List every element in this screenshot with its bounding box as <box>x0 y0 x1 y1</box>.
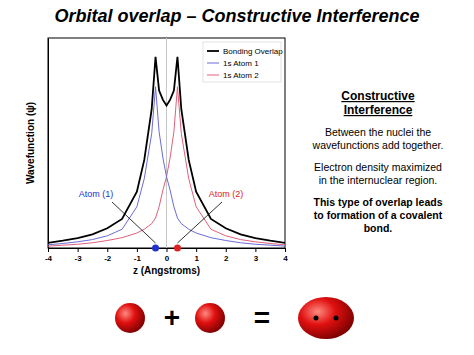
side-paragraph: Between the nuclei the <box>325 126 431 138</box>
x-tick: -3 <box>75 248 83 263</box>
side-paragraph: Electron density maximized <box>314 161 442 173</box>
y-axis-title: Wavefunction (ψ) <box>25 102 36 184</box>
x-tick-label: 0 <box>165 254 170 263</box>
x-tick: 2 <box>224 248 229 263</box>
legend-label: 1s Atom 2 <box>223 71 259 80</box>
annotation-arrow <box>177 202 222 243</box>
side-conclusion: bond. <box>364 222 393 234</box>
reference-line <box>166 38 167 248</box>
x-tick: -4 <box>45 248 53 263</box>
plot-area <box>48 57 285 246</box>
x-tick-mark <box>167 248 168 252</box>
side-paragraph: in the internuclear region. <box>319 174 438 186</box>
x-tick: 3 <box>254 248 259 263</box>
title: Orbital overlap – Constructive Interfere… <box>54 6 419 26</box>
x-tick-mark <box>48 248 49 252</box>
x-tick-mark <box>137 248 138 252</box>
x-tick-label: 2 <box>224 254 229 263</box>
x-tick-label: 3 <box>254 254 259 263</box>
y-axis-line <box>48 39 49 249</box>
y-axis <box>48 39 49 249</box>
side-conclusion: This type of overlap leads <box>314 196 443 208</box>
side-heading: Constructive <box>341 89 415 103</box>
x-tick: 1 <box>194 248 199 263</box>
molecule <box>298 297 354 339</box>
atom-marker <box>152 245 159 252</box>
x-tick-label: -4 <box>45 254 53 263</box>
series-line <box>48 87 285 246</box>
x-tick-mark <box>285 248 286 252</box>
x-tick-label: -1 <box>134 254 142 263</box>
legend-label: 1s Atom 1 <box>223 59 259 68</box>
x-tick-label: -2 <box>104 254 112 263</box>
chart: Orbital overlap – Constructive Interfere… <box>0 0 474 355</box>
side-heading: Interference <box>344 103 413 117</box>
x-tick-mark <box>196 248 197 252</box>
x-tick: 4 <box>283 248 288 263</box>
x-tick-mark <box>78 248 79 252</box>
nucleus <box>314 316 319 321</box>
atom-ball <box>115 303 145 333</box>
x-tick-mark <box>255 248 256 252</box>
legend-swatch <box>207 63 219 64</box>
plot-frame <box>48 38 285 248</box>
x-axis: -4 -3 -2 -1 0 1 2 3 4 <box>45 248 288 263</box>
x-axis-title: z (Angstroms) <box>133 265 200 276</box>
legend: Bonding Overlap 1s Atom 1 1s Atom 2 <box>203 42 283 82</box>
x-tick-label: -3 <box>75 254 83 263</box>
x-tick-label: 4 <box>283 254 288 263</box>
legend-swatch <box>207 75 219 76</box>
x-tick: -2 <box>104 248 112 263</box>
equation-plus: + <box>164 302 180 333</box>
annotation-arrow <box>112 202 156 243</box>
x-tick-label: 1 <box>194 254 199 263</box>
atom-marker <box>174 245 181 252</box>
x-tick-mark <box>226 248 227 252</box>
series-line <box>48 87 285 246</box>
nucleus <box>334 316 339 321</box>
x-tick: 0 <box>165 248 170 263</box>
x-tick: -1 <box>134 248 142 263</box>
equation-equals: = <box>254 302 270 333</box>
x-tick-mark <box>107 248 108 252</box>
series-line <box>48 57 285 243</box>
side-paragraph: wavefunctions add together. <box>312 139 444 151</box>
annotation-label: Atom (1) <box>79 189 114 199</box>
legend-label: Bonding Overlap <box>223 47 283 56</box>
side-conclusion: to formation of a covalent <box>314 209 443 221</box>
atom-ball <box>195 303 225 333</box>
annotation-label: Atom (2) <box>209 189 244 199</box>
legend-swatch <box>207 50 219 52</box>
